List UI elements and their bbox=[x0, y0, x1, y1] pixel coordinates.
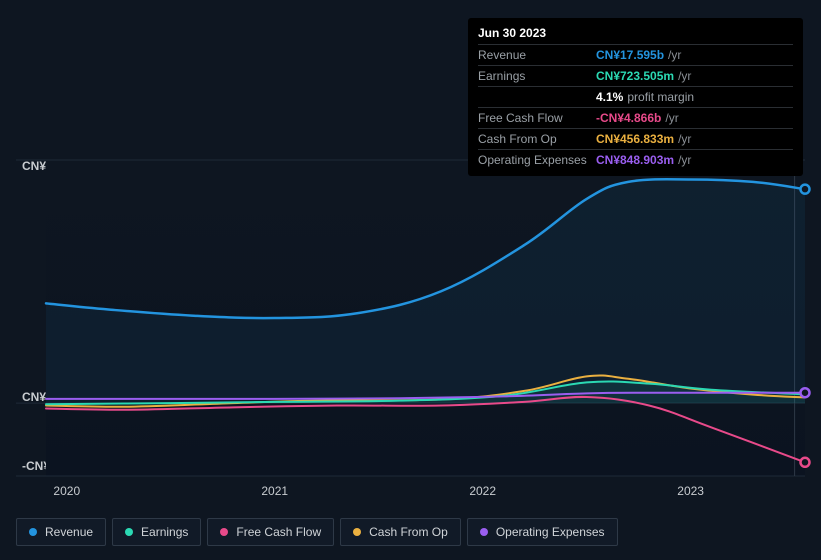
tooltip-row-unit: /yr bbox=[678, 152, 691, 168]
tooltip-row-label: Free Cash Flow bbox=[478, 110, 596, 126]
chart-svg bbox=[16, 160, 805, 476]
tooltip-row-unit: /yr bbox=[668, 47, 681, 63]
tooltip-row-profit-margin: profit margin bbox=[627, 89, 694, 105]
tooltip-row: Cash From OpCN¥456.833m/yr bbox=[478, 128, 793, 149]
tooltip-date: Jun 30 2023 bbox=[478, 26, 793, 44]
legend: Revenue Earnings Free Cash Flow Cash From O… bbox=[16, 518, 618, 546]
tooltip-row-unit: /yr bbox=[678, 68, 691, 84]
legend-label: Free Cash Flow bbox=[236, 525, 321, 539]
legend-dot-icon bbox=[353, 528, 361, 536]
tooltip-row: EarningsCN¥723.505m/yr bbox=[478, 65, 793, 86]
legend-item[interactable]: Revenue bbox=[16, 518, 106, 546]
op_exp-end-marker bbox=[801, 388, 810, 397]
x-axis: 2020 2021 2022 2023 bbox=[16, 484, 805, 500]
legend-dot-icon bbox=[29, 528, 37, 536]
tooltip-row-value: CN¥848.903m bbox=[596, 152, 674, 168]
tooltip-row-value: CN¥17.595b bbox=[596, 47, 664, 63]
tooltip-row-value: CN¥456.833m bbox=[596, 131, 674, 147]
legend-label: Earnings bbox=[141, 525, 188, 539]
legend-dot-icon bbox=[220, 528, 228, 536]
x-tick-label: 2021 bbox=[261, 484, 288, 498]
tooltip-row-label bbox=[478, 89, 596, 105]
tooltip-row: Free Cash Flow-CN¥4.866b/yr bbox=[478, 107, 793, 128]
legend-item[interactable]: Operating Expenses bbox=[467, 518, 618, 546]
legend-label: Operating Expenses bbox=[496, 525, 605, 539]
tooltip-row-unit: /yr bbox=[678, 131, 691, 147]
legend-dot-icon bbox=[125, 528, 133, 536]
legend-label: Cash From Op bbox=[369, 525, 448, 539]
tooltip-row: Operating ExpensesCN¥848.903m/yr bbox=[478, 149, 793, 170]
revenue-end-marker bbox=[801, 185, 810, 194]
x-tick-label: 2022 bbox=[469, 484, 496, 498]
tooltip-row-label: Earnings bbox=[478, 68, 596, 84]
tooltip-row-unit: /yr bbox=[665, 110, 678, 126]
tooltip-row-value: CN¥723.505m bbox=[596, 68, 674, 84]
tooltip-rows: RevenueCN¥17.595b/yrEarningsCN¥723.505m/… bbox=[478, 44, 793, 170]
tooltip-row-value: 4.1% bbox=[596, 89, 623, 105]
legend-item[interactable]: Earnings bbox=[112, 518, 201, 546]
x-tick-label: 2023 bbox=[677, 484, 704, 498]
chart-tooltip: Jun 30 2023 RevenueCN¥17.595b/yrEarnings… bbox=[468, 18, 803, 176]
legend-label: Revenue bbox=[45, 525, 93, 539]
legend-item[interactable]: Cash From Op bbox=[340, 518, 461, 546]
tooltip-row: 4.1%profit margin bbox=[478, 86, 793, 107]
chart-plot[interactable] bbox=[16, 160, 805, 476]
tooltip-row-label: Cash From Op bbox=[478, 131, 596, 147]
legend-item[interactable]: Free Cash Flow bbox=[207, 518, 334, 546]
tooltip-row-label: Revenue bbox=[478, 47, 596, 63]
tooltip-row: RevenueCN¥17.595b/yr bbox=[478, 44, 793, 65]
tooltip-row-value: -CN¥4.866b bbox=[596, 110, 661, 126]
fcf-end-marker bbox=[801, 458, 810, 467]
x-tick-label: 2020 bbox=[53, 484, 80, 498]
legend-dot-icon bbox=[480, 528, 488, 536]
tooltip-row-label: Operating Expenses bbox=[478, 152, 596, 168]
